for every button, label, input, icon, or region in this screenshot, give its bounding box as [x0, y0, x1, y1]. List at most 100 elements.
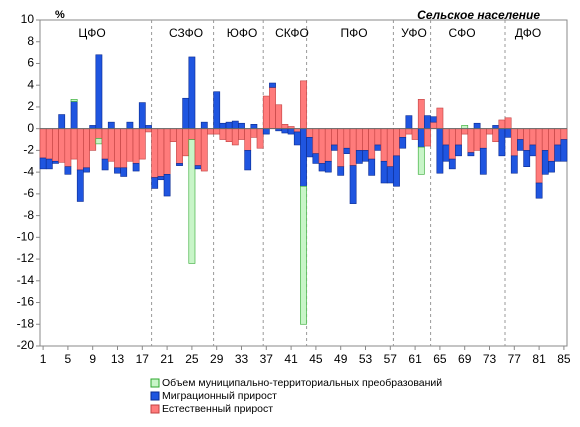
x-tick-label: 73: [483, 352, 497, 366]
bar-segment: [312, 153, 320, 164]
bar-segment: [529, 144, 537, 157]
bar-segment: [114, 167, 121, 174]
bar-segment: [287, 128, 295, 135]
bar-segment: [448, 158, 456, 170]
bar-segment: [498, 119, 506, 129]
bar-segment: [349, 165, 357, 204]
x-tick-label: 49: [334, 352, 348, 366]
bar-segment: [362, 128, 369, 151]
bar-segment: [430, 121, 438, 129]
bar-segment: [486, 128, 493, 135]
bar-segment: [244, 150, 252, 171]
x-tick-label: 65: [433, 352, 447, 366]
bar-segment: [213, 91, 221, 129]
bar-segment: [541, 128, 549, 151]
plot-frame: [39, 19, 568, 347]
bar-segment: [39, 128, 47, 159]
bar-segment: [225, 128, 233, 143]
bar-segment: [250, 124, 258, 129]
bar-segment: [188, 128, 196, 140]
y-tick-label: -8: [23, 208, 34, 222]
x-tick-label: 85: [557, 352, 571, 366]
x-tick-label: 41: [284, 352, 298, 366]
district-label: ЮФО: [227, 26, 258, 40]
bar-segment: [275, 104, 283, 129]
y-tick-label: 0: [27, 121, 34, 135]
bar-segment: [269, 87, 276, 129]
bar-segment: [157, 128, 165, 177]
x-tick-label: 1: [40, 352, 47, 366]
bar-segment: [262, 95, 270, 129]
bar-segment: [138, 102, 146, 129]
bar-segment: [45, 158, 53, 170]
bar-segment: [405, 128, 413, 135]
bar-segment: [517, 139, 524, 151]
y-unit: %: [55, 9, 65, 21]
bar-segment: [535, 182, 543, 199]
bar-segment: [473, 128, 481, 151]
bar-segment: [138, 128, 146, 160]
bar-segment: [151, 177, 159, 189]
bar-segment: [386, 166, 394, 184]
legend-label: Миграционный прирост: [162, 390, 277, 402]
bar-segment: [318, 163, 326, 172]
bar-segment: [188, 139, 196, 264]
bar-segment: [225, 121, 233, 129]
bar-segment: [194, 128, 202, 166]
bar-segment: [560, 139, 568, 162]
bar-segment: [200, 128, 208, 172]
bar-segment: [293, 131, 301, 146]
bar-segment: [535, 128, 543, 184]
bar-segment: [417, 146, 425, 175]
bar-segment: [337, 128, 345, 168]
legend-label: Естественный прирост: [162, 403, 273, 415]
bar-segment: [107, 128, 115, 162]
bar-segment: [64, 166, 72, 175]
bar-segment: [380, 160, 388, 184]
chart-title: Сельское население: [417, 8, 540, 22]
y-tick-label: -6: [23, 186, 34, 200]
bar-segment: [548, 128, 555, 162]
bar-segment: [231, 120, 239, 129]
bar-segment: [560, 128, 568, 140]
bar-segment: [169, 128, 177, 143]
bar-segment: [76, 128, 84, 171]
bar-segment: [39, 157, 47, 170]
district-label: СКФО: [275, 26, 309, 40]
bar-segment: [455, 128, 462, 146]
x-tick-label: 77: [508, 352, 522, 366]
bar-segment: [238, 122, 245, 129]
bar-segment: [541, 150, 549, 175]
bar-segment: [114, 128, 121, 169]
bar-segment: [517, 128, 524, 140]
bar-segment: [424, 128, 431, 147]
bar-segment: [529, 128, 537, 146]
bar-segment: [349, 128, 357, 166]
bar-segment: [510, 155, 518, 174]
x-tick-label: 69: [458, 352, 472, 366]
bar-segment: [89, 128, 97, 151]
bar-segment: [219, 122, 227, 129]
bar-segment: [523, 128, 531, 151]
bar-segment: [510, 128, 518, 157]
y-tick-label: -12: [17, 251, 35, 265]
bar-segment: [411, 128, 419, 140]
x-tick-label: 17: [136, 352, 150, 366]
bar-segment: [504, 117, 512, 129]
bar-segment: [417, 99, 425, 129]
bar-segment: [269, 82, 276, 88]
bar-segment: [45, 128, 53, 160]
bar-segment: [430, 116, 438, 123]
bar-segment: [331, 128, 338, 146]
y-tick-label: 4: [27, 77, 34, 91]
bar-segment: [554, 128, 562, 146]
legend-swatch: [150, 404, 160, 414]
bar-segment: [306, 128, 314, 138]
y-tick-label: -2: [23, 143, 34, 157]
bar-segment: [492, 128, 500, 143]
bar-segment: [262, 128, 270, 135]
bar-segment: [399, 137, 407, 149]
bar-segment: [312, 128, 320, 154]
x-tick-label: 45: [309, 352, 323, 366]
